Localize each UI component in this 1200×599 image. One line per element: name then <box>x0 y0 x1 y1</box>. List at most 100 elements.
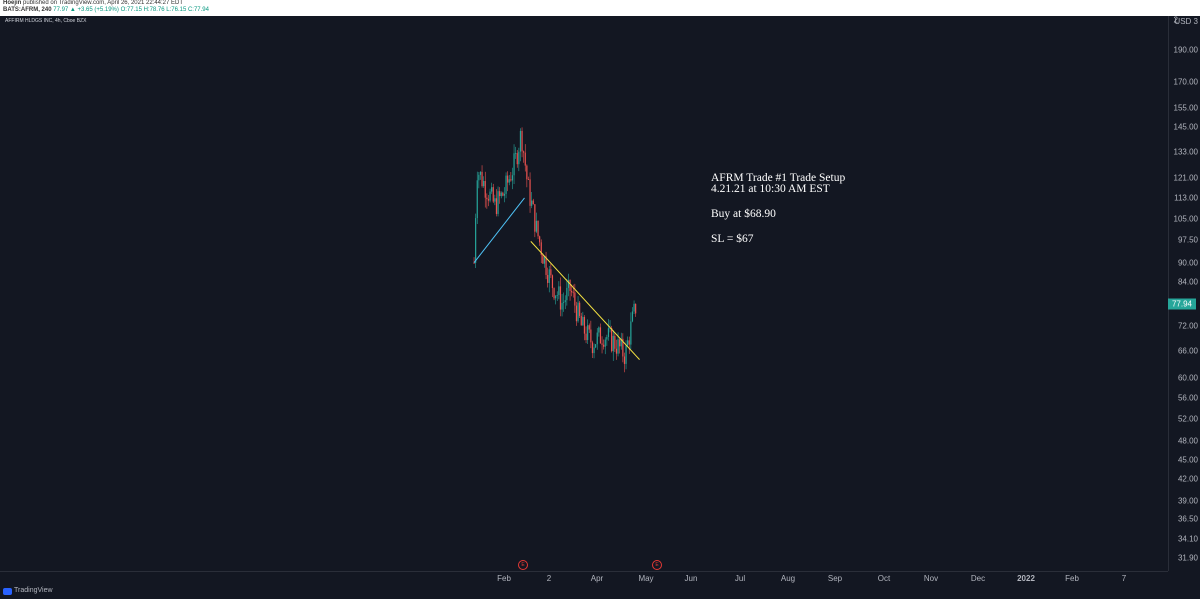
candle-body <box>511 175 514 181</box>
candle-body <box>588 325 590 330</box>
price-tick: 45.00 <box>1177 455 1198 465</box>
candle-body <box>518 151 520 165</box>
candle-body <box>574 292 576 306</box>
candle-body <box>577 302 579 322</box>
symbol-quote-line: BATS:AFRM, 240 77.97 ▲ +3.65 (+5.19%) O:… <box>3 7 209 13</box>
annotation-datetime: 4.21.21 at 10:30 AM EST <box>711 183 830 195</box>
candle-body <box>513 153 515 176</box>
candle-body <box>500 192 502 197</box>
trendline-yellow <box>530 241 640 360</box>
time-tick: 7 <box>1121 574 1127 583</box>
price-tick: 121.00 <box>1173 173 1198 183</box>
symbol-text: BATS:AFRM, 240 <box>3 7 52 13</box>
trendline-blue <box>473 197 525 263</box>
price-tick: 113.00 <box>1174 193 1198 203</box>
candle-body <box>523 151 525 153</box>
earnings-event-marker[interactable]: E <box>518 560 528 570</box>
time-tick: Jul <box>734 574 746 583</box>
candle-body <box>561 302 563 310</box>
candle-body <box>497 191 499 214</box>
candle-body <box>625 345 627 364</box>
candle-body <box>604 339 606 347</box>
candle-body <box>532 200 534 205</box>
candle-body <box>479 171 482 175</box>
candle-body <box>556 295 558 296</box>
earnings-event-marker[interactable]: E <box>652 560 662 570</box>
candle-body <box>473 262 475 264</box>
candle-body <box>595 344 597 348</box>
candle-body <box>585 333 587 341</box>
candle-body <box>548 269 550 283</box>
publication-bar: Hoejin published on TradingView.com, Apr… <box>0 0 1200 16</box>
time-tick: Oct <box>877 574 891 583</box>
candle-body <box>481 171 483 187</box>
candle-body <box>614 335 616 349</box>
candle-body <box>619 339 621 347</box>
price-tick: 66.00 <box>1177 346 1198 356</box>
trade-setup-annotation[interactable]: AFRM Trade #1 Trade Setup 4.21.21 at 10:… <box>711 172 846 245</box>
candle-body <box>582 316 584 326</box>
candle-body <box>615 348 618 354</box>
time-tick: Nov <box>923 574 939 583</box>
time-tick: 2022 <box>1017 574 1035 583</box>
time-tick: Aug <box>780 574 796 583</box>
price-tick: 42.00 <box>1177 474 1198 484</box>
candle-body <box>521 130 523 152</box>
candle-body <box>627 340 629 346</box>
time-tick: Dec <box>970 574 986 583</box>
price-tick: 48.00 <box>1177 436 1198 446</box>
time-tick: Apr <box>590 574 604 583</box>
chart-pane[interactable] <box>0 16 1168 571</box>
candle-body <box>492 187 494 202</box>
tradingview-logo-icon[interactable] <box>3 588 12 595</box>
price-tick: 105.00 <box>1173 214 1198 224</box>
time-axis[interactable]: Feb 2 Apr May Jun Jul Aug Sep Oct Nov Dec 2022 Feb 7 <box>0 571 1168 586</box>
brand-name: TradingView <box>14 587 53 594</box>
candle-body <box>572 292 574 294</box>
annotation-stop-loss: SL = $67 <box>711 233 754 245</box>
candle-body <box>553 288 555 299</box>
candle-body <box>495 198 498 214</box>
candle-body <box>476 180 478 219</box>
time-tick: 2 <box>546 574 552 583</box>
candle-body <box>611 327 613 352</box>
candle-body <box>499 191 501 197</box>
price-tick: 170.00 <box>1173 77 1198 87</box>
candle-body <box>527 179 530 181</box>
candle-body <box>617 339 619 354</box>
candle-body <box>478 174 480 181</box>
candles-group <box>473 127 637 373</box>
candle-body <box>623 356 626 364</box>
currency-label: USD 3 <box>1174 17 1198 26</box>
candle-body <box>505 175 507 194</box>
candle-body <box>489 191 491 201</box>
candle-body <box>635 303 637 314</box>
candle-body <box>622 338 624 357</box>
author-name[interactable]: Hoejin <box>3 0 22 6</box>
candle-body <box>539 236 541 243</box>
candle-body <box>601 343 603 345</box>
price-tick: 133.00 <box>1173 147 1198 157</box>
candle-body <box>571 290 573 293</box>
price-tick: 90.00 <box>1177 258 1198 268</box>
candle-body <box>487 199 490 201</box>
candle-body <box>542 255 544 264</box>
candle-body <box>630 321 632 345</box>
candle-body <box>529 179 531 206</box>
candle-body <box>516 153 518 165</box>
candle-body <box>494 198 496 202</box>
candle-body <box>583 316 586 334</box>
price-tick: 145.00 <box>1173 122 1198 132</box>
candle-body <box>593 347 595 354</box>
annotation-title: AFRM Trade #1 Trade Setup <box>711 172 846 184</box>
candle-body <box>612 335 614 352</box>
candle-body <box>475 218 477 263</box>
candle-body <box>534 204 536 232</box>
candle-body <box>620 338 622 347</box>
price-axis[interactable]: 2 USD 3 190.00 170.00 155.00 145.00 133.00 12… <box>1168 16 1200 571</box>
candle-body <box>564 300 566 302</box>
candle-body <box>558 286 560 296</box>
candle-body <box>508 179 510 183</box>
annotation-buy: Buy at $68.90 <box>711 208 776 220</box>
